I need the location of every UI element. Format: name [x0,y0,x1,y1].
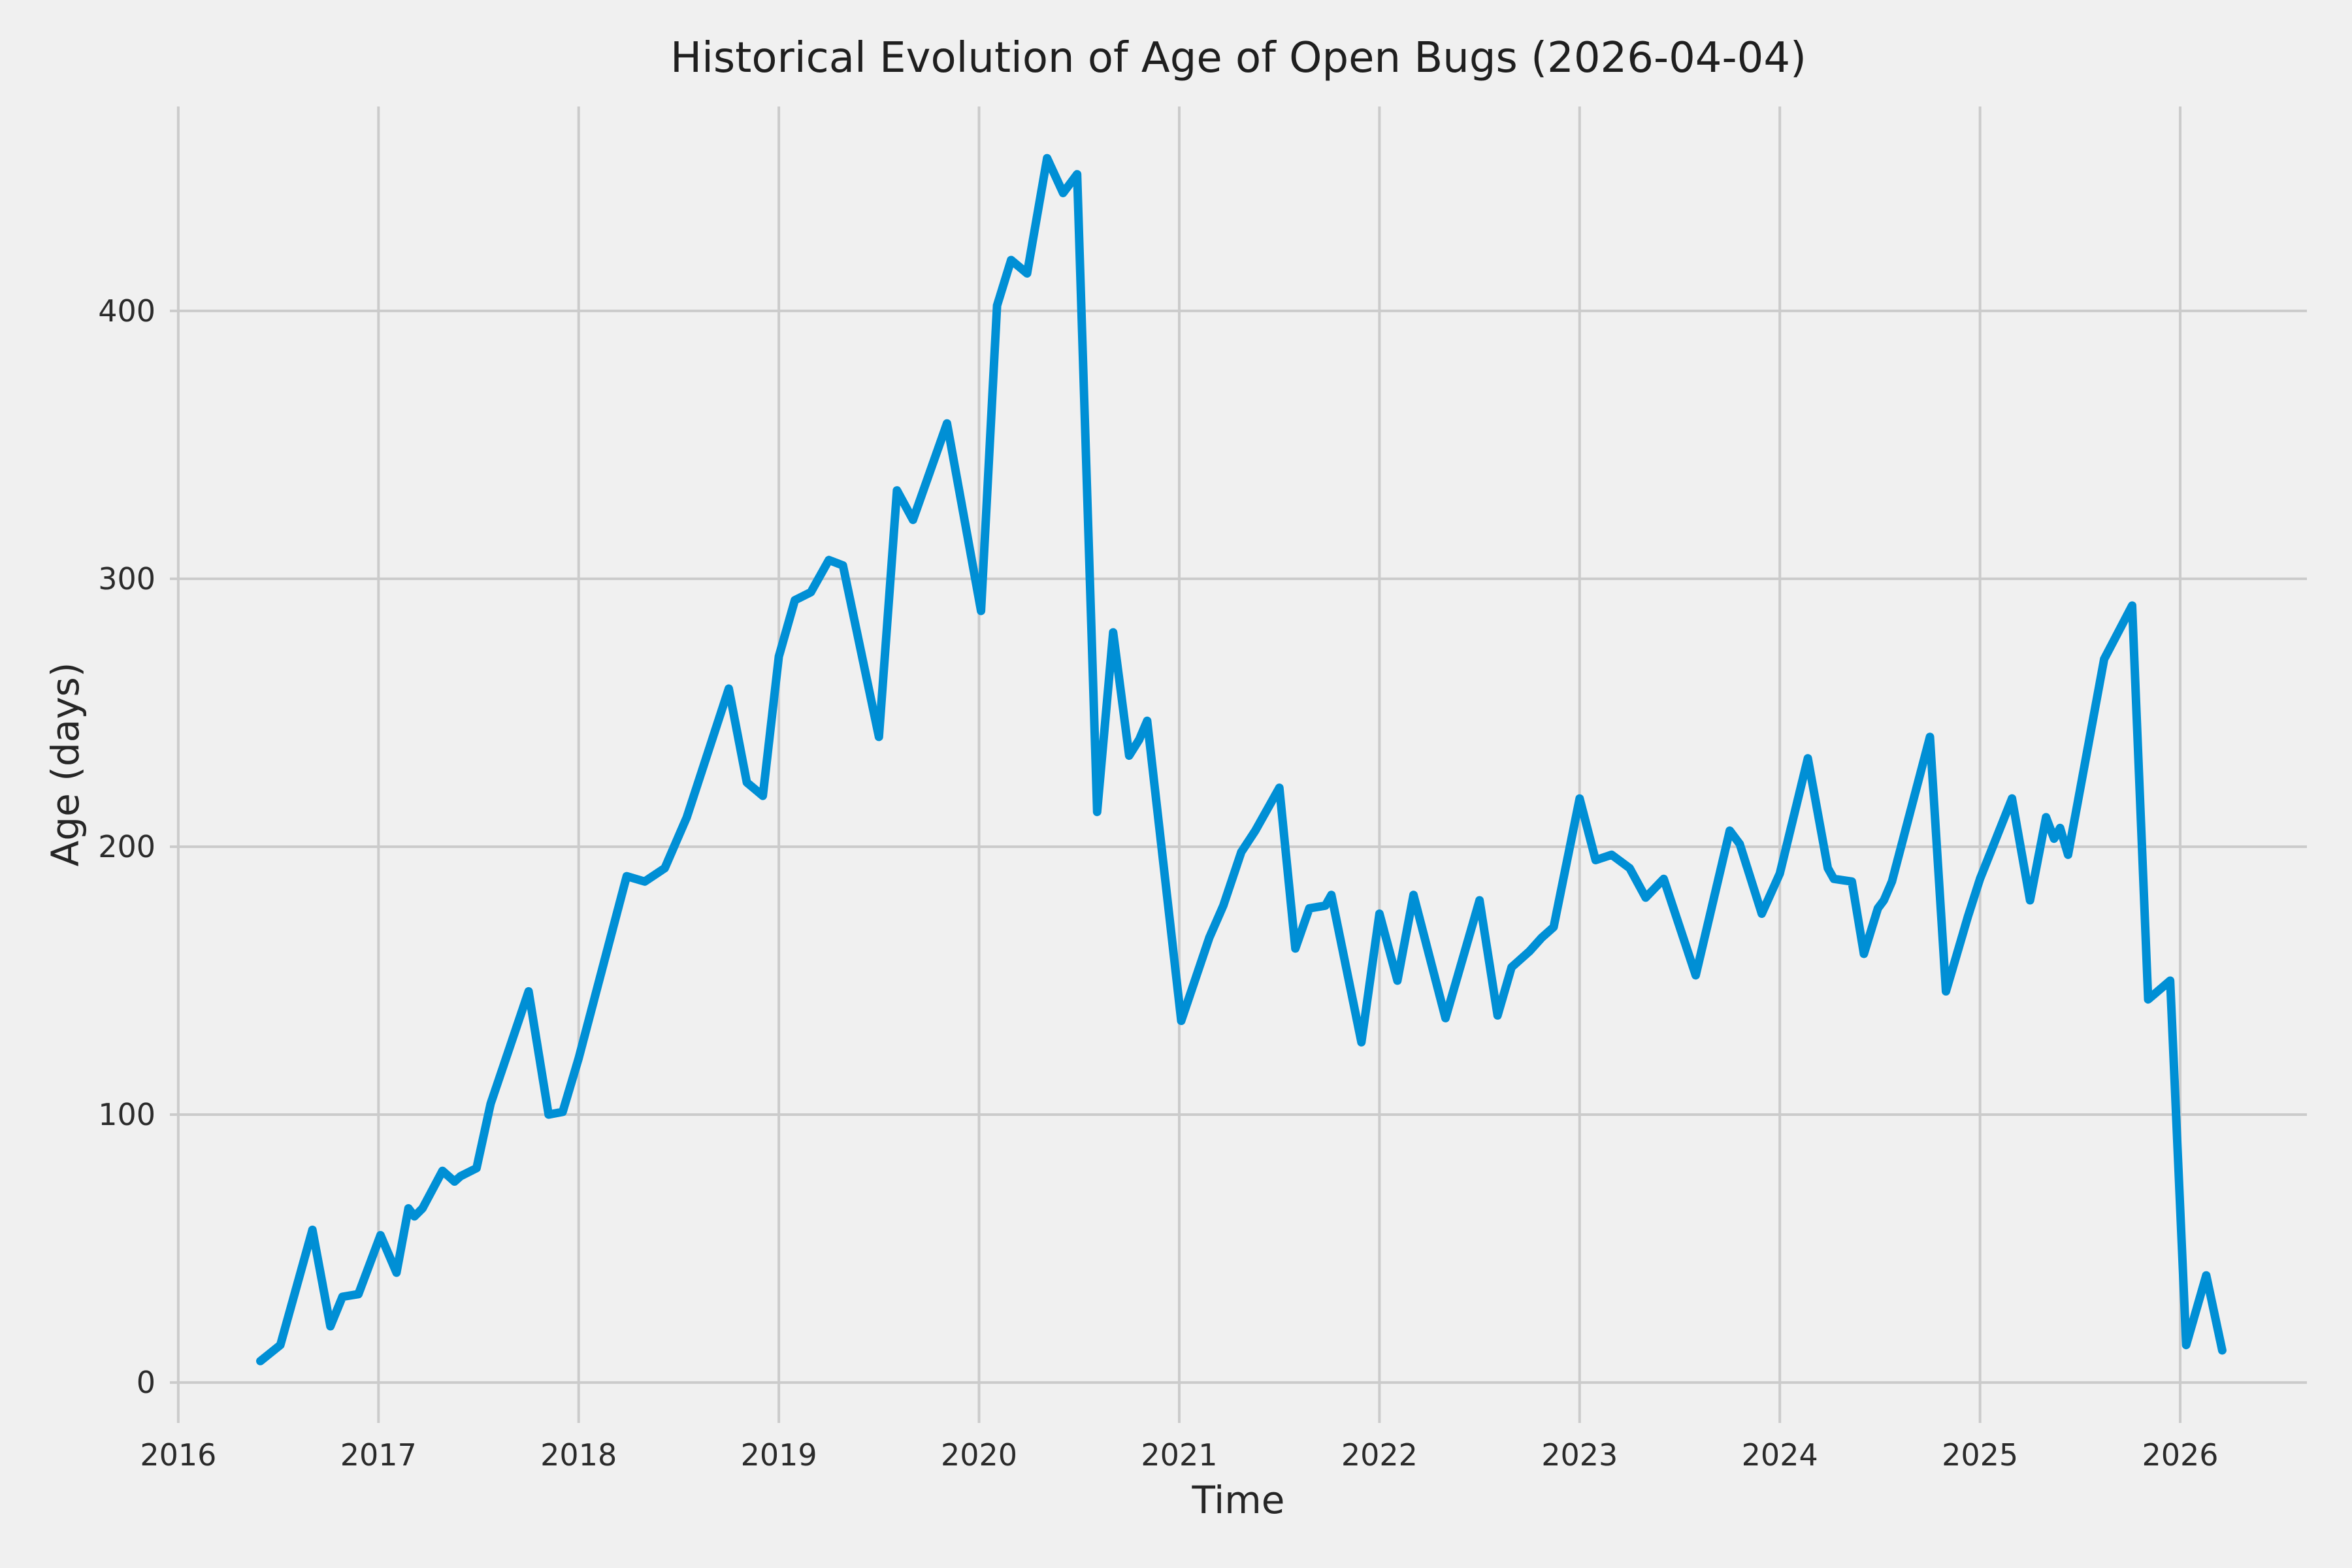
x-tick-label: 2016 [140,1437,216,1473]
y-tick-label: 300 [98,561,155,596]
x-tick-label: 2020 [941,1437,1017,1473]
chart-title: Historical Evolution of Age of Open Bugs… [670,34,1806,82]
x-tick-label: 2026 [2142,1437,2218,1473]
x-axis-label: Time [1192,1478,1285,1522]
x-tick-label: 2018 [540,1437,617,1473]
x-tick-label: 2017 [340,1437,417,1473]
y-axis-label: Age (days) [43,662,88,867]
data-line-age-of-open-bugs [256,154,2227,1365]
y-tick-label: 400 [98,293,155,329]
y-tick-label: 200 [98,829,155,864]
x-tick-label: 2024 [1742,1437,1818,1473]
y-tick-label: 100 [98,1097,155,1132]
x-tick-label: 2021 [1141,1437,1217,1473]
y-tick-label: 0 [137,1365,155,1400]
x-tick-label: 2025 [1942,1437,2018,1473]
x-tick-label: 2022 [1341,1437,1418,1473]
x-tick-label: 2019 [741,1437,817,1473]
x-tick-label: 2023 [1541,1437,1618,1473]
